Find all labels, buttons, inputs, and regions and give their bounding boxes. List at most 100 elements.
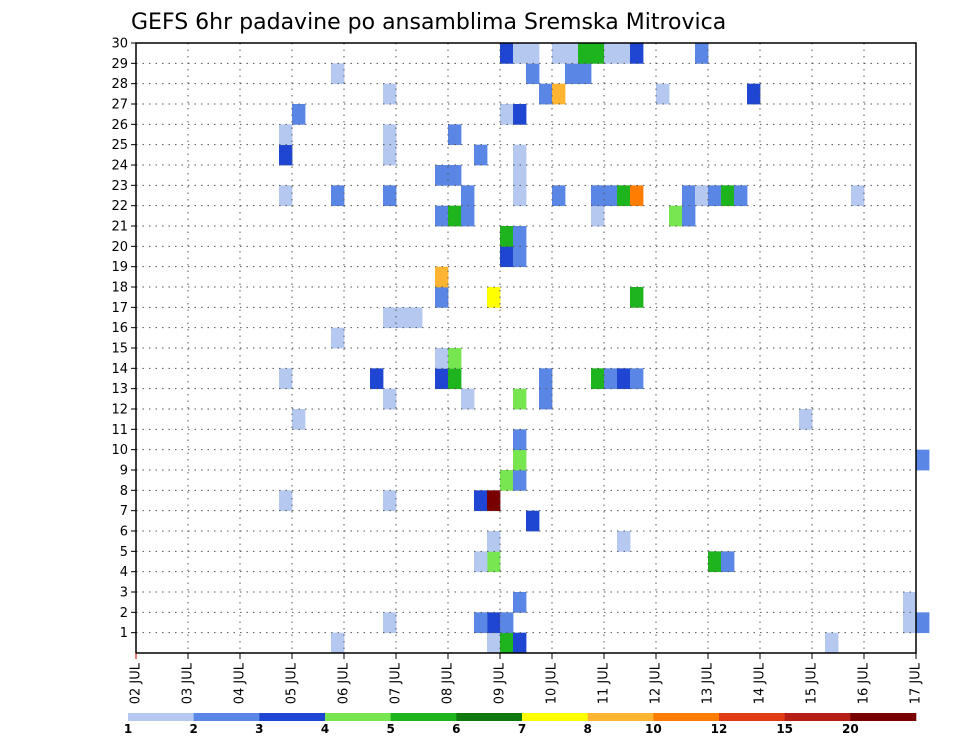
y-tick-label: 25 bbox=[111, 138, 128, 153]
colorbar-label: 8 bbox=[583, 722, 591, 736]
precip-cell-95 bbox=[552, 83, 566, 105]
precip-cell-6 bbox=[500, 612, 514, 634]
precip-cell-108 bbox=[591, 43, 605, 64]
precip-cell-42 bbox=[617, 368, 631, 390]
y-tick-label: 7 bbox=[120, 504, 128, 519]
precip-cell-30 bbox=[799, 409, 813, 430]
precip-cell-64 bbox=[279, 185, 293, 207]
precip-cell-43 bbox=[630, 368, 644, 390]
precip-cell-109 bbox=[604, 43, 618, 64]
precip-cell-44 bbox=[435, 348, 449, 369]
precip-cell-39 bbox=[539, 368, 553, 390]
y-tick-label: 20 bbox=[111, 240, 128, 255]
precip-cell-0 bbox=[487, 632, 501, 654]
x-tick-label: 17 JUL bbox=[909, 662, 924, 704]
precip-cell-98 bbox=[331, 63, 345, 85]
precip-cell-17 bbox=[487, 531, 501, 552]
precip-cell-1 bbox=[500, 632, 514, 654]
precip-cell-81 bbox=[448, 165, 462, 186]
y-tick-label: 17 bbox=[111, 301, 128, 316]
colorbar-label: 1 bbox=[124, 722, 132, 736]
precip-cell-12 bbox=[903, 592, 917, 613]
precip-cell-38 bbox=[448, 368, 462, 390]
precip-cell-76 bbox=[708, 185, 722, 207]
precip-cell-102 bbox=[500, 43, 514, 64]
x-tick-label: 04 JUL bbox=[233, 662, 248, 704]
precip-cell-18 bbox=[617, 531, 631, 552]
precip-cell-20 bbox=[279, 490, 293, 512]
precip-cell-53 bbox=[435, 266, 449, 288]
precip-cell-75 bbox=[695, 185, 709, 207]
y-tick-label: 13 bbox=[111, 382, 128, 397]
y-tick-label: 28 bbox=[111, 77, 128, 92]
precip-cell-89 bbox=[448, 124, 462, 146]
precip-cell-71 bbox=[604, 185, 618, 207]
precip-cell-107 bbox=[578, 43, 592, 64]
precip-cell-57 bbox=[513, 226, 527, 247]
cells-layer bbox=[279, 43, 930, 654]
x-tick-label: 08 JUL bbox=[441, 662, 456, 704]
precip-cell-41 bbox=[604, 368, 618, 390]
colorbar-swatch bbox=[522, 713, 588, 721]
precip-cell-73 bbox=[630, 185, 644, 207]
precip-cell-46 bbox=[331, 327, 345, 349]
precip-cell-90 bbox=[292, 104, 306, 125]
precip-cell-29 bbox=[292, 409, 306, 430]
precip-cell-93 bbox=[383, 83, 397, 105]
precip-cell-9 bbox=[903, 612, 917, 634]
precip-cell-33 bbox=[513, 388, 527, 410]
x-tick-label: 05 JUL bbox=[285, 662, 300, 704]
colorbar-label: 3 bbox=[255, 722, 263, 736]
precip-cell-69 bbox=[552, 185, 566, 207]
colorbar-swatch bbox=[719, 713, 785, 721]
x-tick-label: 14 JUL bbox=[753, 662, 768, 704]
precip-cell-100 bbox=[565, 63, 579, 85]
precip-cell-88 bbox=[383, 124, 397, 146]
y-axis: 1234567891011121314151617181920212223242… bbox=[111, 37, 136, 641]
precip-cell-14 bbox=[474, 551, 488, 573]
precip-cell-99 bbox=[526, 63, 540, 85]
x-tick-label: 12 JUL bbox=[649, 662, 664, 704]
colorbar-swatch bbox=[128, 713, 194, 721]
x-tick-label: 09 JUL bbox=[493, 662, 508, 704]
precip-cell-74 bbox=[682, 185, 696, 207]
precip-cell-79 bbox=[851, 185, 865, 207]
y-tick-label: 29 bbox=[111, 57, 128, 72]
precip-cell-77 bbox=[721, 185, 735, 207]
precip-cell-54 bbox=[500, 246, 514, 268]
precip-cell-94 bbox=[539, 83, 553, 105]
precip-cell-49 bbox=[409, 307, 423, 329]
precip-cell-23 bbox=[487, 490, 501, 512]
y-tick-label: 6 bbox=[120, 525, 128, 540]
precip-cell-59 bbox=[448, 205, 462, 227]
colorbar: 1 2 3 4 5 6 7 8 10 12 15 20 bbox=[124, 713, 917, 736]
precip-cell-4 bbox=[825, 632, 839, 654]
precip-cell-11 bbox=[513, 592, 527, 613]
colorbar-label: 15 bbox=[776, 722, 793, 736]
precip-cell-70 bbox=[591, 185, 605, 207]
x-tick-label: 13 JUL bbox=[701, 662, 716, 704]
y-tick-label: 4 bbox=[120, 565, 128, 580]
precip-cell-86 bbox=[513, 144, 527, 166]
y-tick-label: 10 bbox=[111, 443, 128, 458]
precip-cell-15 bbox=[708, 551, 722, 573]
precip-cell-101 bbox=[578, 63, 592, 85]
y-tick-label: 9 bbox=[120, 464, 128, 479]
y-tick-label: 12 bbox=[111, 403, 128, 418]
y-tick-label: 24 bbox=[111, 159, 128, 174]
precip-cell-92 bbox=[513, 104, 527, 125]
precip-cell-48 bbox=[396, 307, 410, 329]
y-tick-label: 16 bbox=[111, 321, 128, 336]
precip-cell-60 bbox=[461, 205, 475, 227]
x-tick-label: 03 JUL bbox=[181, 662, 196, 704]
precip-cell-111 bbox=[630, 43, 644, 64]
x-tick-label: 06 JUL bbox=[337, 662, 352, 704]
colorbar-swatch bbox=[390, 713, 457, 721]
precip-cell-84 bbox=[383, 144, 397, 166]
y-tick-label: 18 bbox=[111, 281, 128, 296]
precip-cell-67 bbox=[461, 185, 475, 207]
y-tick-label: 22 bbox=[111, 199, 128, 214]
precip-cell-80 bbox=[435, 165, 449, 186]
y-tick-label: 5 bbox=[120, 545, 128, 560]
y-tick-label: 8 bbox=[120, 484, 128, 499]
